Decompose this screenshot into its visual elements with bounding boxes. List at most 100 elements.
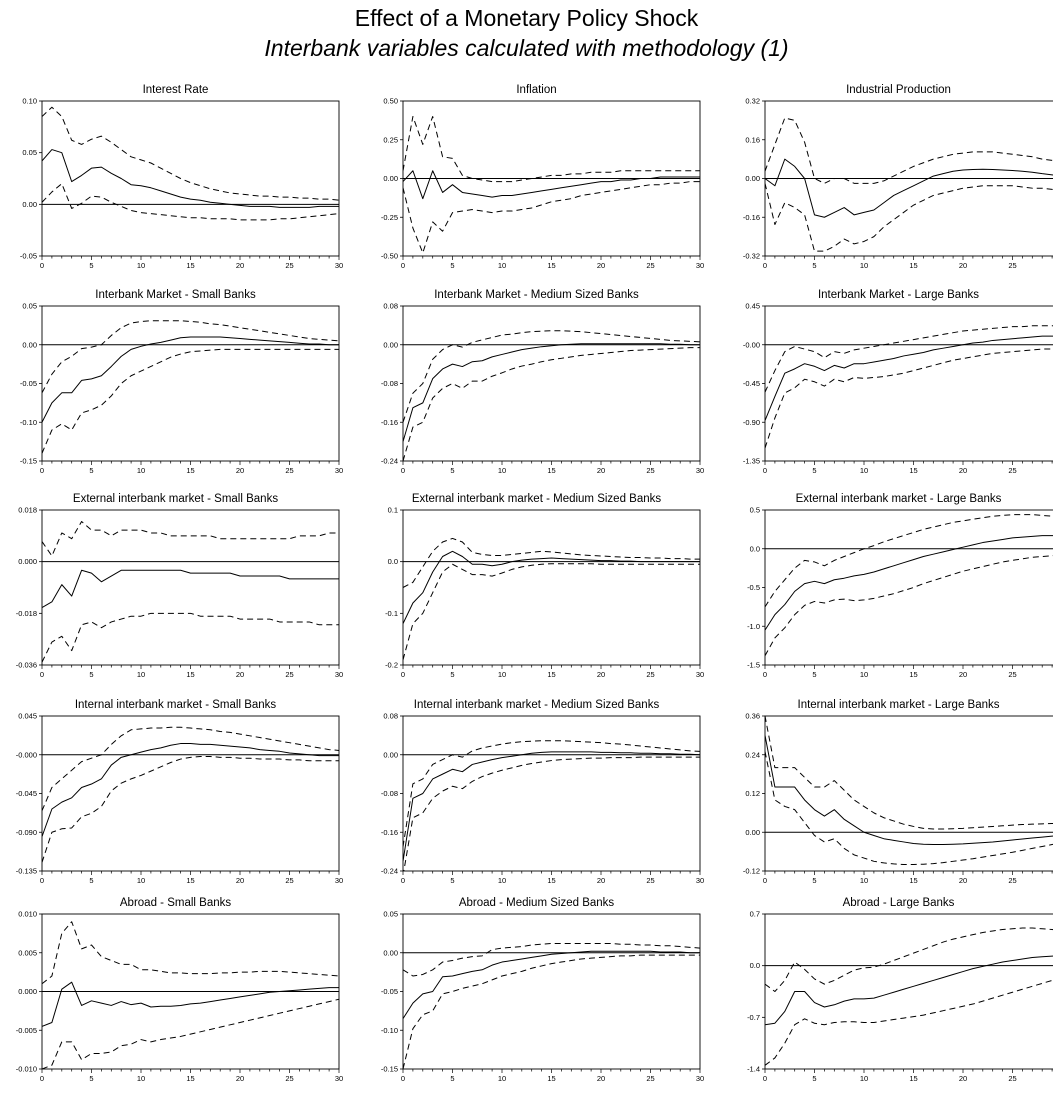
x-tick-label: 10: [860, 466, 868, 475]
y-tick-label: -0.10: [20, 418, 37, 427]
chart-panel: Interest Rate 0.10 0.05 0.00 -0.05 0 5 10 15 20 25…: [0, 84, 351, 280]
plot-frame: [41, 715, 340, 872]
y-tick-label: 0.00: [745, 174, 760, 183]
impulse-response-line: [765, 535, 1053, 631]
y-tick-label: -0.005: [16, 1026, 37, 1035]
y-tick-label: -0.05: [20, 379, 37, 388]
x-tick-label: 15: [547, 876, 555, 885]
x-tick-label: 15: [186, 876, 194, 885]
y-tick-label: 0.0: [750, 961, 760, 970]
chart-svg: 0.05 0.00 -0.05 -0.10 -0.150 5 10 15 20 25 30: [20, 302, 343, 476]
y-tick-label: -0.16: [381, 828, 398, 837]
x-tick-label: 15: [186, 466, 194, 475]
chart-svg: 0.360.240.120.00-0.12051015202530: [743, 712, 1053, 885]
figure-subtitle: Interbank variables calculated with meth…: [264, 35, 789, 61]
x-tick-label: 30: [335, 261, 343, 270]
confidence-band-line: [403, 563, 700, 660]
x-tick-label: 5: [89, 261, 93, 270]
x-tick-label: 5: [89, 670, 93, 679]
chart-panel: Abroad - Large Banks 0.7 0.0 -0.7 -1.4 0 5 10 15…: [723, 897, 1053, 1093]
x-tick-label: 30: [696, 466, 704, 475]
impulse-response-line: [403, 170, 700, 200]
y-tick-label: -1.35: [743, 457, 760, 466]
y-tick-label: 0.05: [22, 302, 37, 311]
impulse-response-line: [42, 149, 339, 208]
y-tick-label: -0.08: [381, 789, 398, 798]
x-tick-label: 15: [186, 670, 194, 679]
confidence-band-line: [403, 942, 700, 977]
chart-panel: Abroad - Medium Sized Banks 0.05 0.00 -0.05…: [361, 897, 712, 1093]
y-tick-label: -0.5: [747, 583, 760, 592]
panel-title: Interbank Market - Large Banks: [817, 289, 980, 301]
x-tick-label: 10: [137, 670, 145, 679]
x-tick-label: 30: [696, 261, 704, 270]
confidence-band-line: [403, 347, 700, 461]
plot-frame: [402, 509, 701, 666]
confidence-band-line: [42, 106, 339, 201]
y-tick-label: -0.2: [385, 661, 398, 670]
confidence-band-line: [403, 181, 700, 254]
plot-frame: [764, 305, 1053, 462]
x-tick-label: 20: [959, 466, 967, 475]
x-tick-label: 0: [763, 670, 767, 679]
x-tick-label: 20: [959, 1074, 967, 1083]
chart-panel: Interbank Market - Medium Sized Banks 0.0…: [361, 289, 712, 485]
x-tick-label: 5: [450, 466, 454, 475]
x-tick-label: 30: [335, 466, 343, 475]
figure-title: Effect of a Monetary Policy Shock: [354, 5, 699, 31]
y-tick-label: -0.12: [743, 867, 760, 876]
confidence-band-line: [42, 921, 339, 985]
confidence-band-line: [42, 998, 339, 1069]
x-tick-label: 20: [959, 670, 967, 679]
confidence-band-line: [42, 348, 339, 454]
x-tick-label: 10: [498, 670, 506, 679]
x-tick-label: 20: [236, 670, 244, 679]
panel-title: Internal interbank market - Small Banks: [74, 699, 277, 711]
y-tick-label: 0.25: [383, 135, 398, 144]
x-tick-label: 10: [137, 1074, 145, 1083]
y-tick-label: 0.05: [383, 910, 398, 919]
confidence-band-line: [765, 117, 1053, 184]
chart-panel: Interbank Market - Large Banks 0.45 -0.00 -…: [723, 289, 1053, 485]
y-tick-label: -0.018: [16, 609, 37, 618]
chart-panel: Industrial Production 0.32 0.16 0.00 -0.16 -0…: [723, 84, 1053, 280]
y-tick-label: 0.5: [750, 506, 760, 515]
chart-svg: 0.320.160.00-0.16-0.32051015202530: [743, 97, 1053, 270]
x-tick-label: 20: [597, 466, 605, 475]
y-tick-label: 0.00: [383, 750, 398, 759]
impulse-response-line: [403, 550, 700, 624]
chart-panel: External interbank market - Small Banks 0…: [0, 493, 351, 689]
y-tick-label: -0.24: [381, 457, 398, 466]
y-tick-label: -0.090: [16, 828, 37, 837]
y-tick-label: -0.45: [743, 379, 760, 388]
y-tick-label: 0.08: [383, 712, 398, 721]
confidence-band-line: [765, 716, 1053, 830]
chart-panel: External interbank market - Large Banks 0…: [723, 493, 1053, 689]
chart-panel: Abroad - Small Banks 0.010 0.005 0.000 -0.00…: [0, 897, 351, 1093]
y-tick-label: -0.10: [381, 1026, 398, 1035]
panel-title: Industrial Production: [846, 84, 951, 96]
x-tick-label: 25: [285, 670, 293, 679]
confidence-band-line: [403, 954, 700, 1069]
x-tick-label: 0: [763, 1074, 767, 1083]
x-tick-label: 15: [909, 466, 917, 475]
plot-frame: [764, 509, 1053, 666]
confidence-band-line: [765, 979, 1053, 1066]
chart-svg: 0.08 0.00 -0.08 -0.16 -0.240 5 10 15 20 25 30: [381, 302, 704, 476]
x-tick-label: 25: [1008, 261, 1016, 270]
impulse-response-line: [42, 743, 339, 837]
x-tick-label: 15: [547, 466, 555, 475]
impulse-response-line: [42, 569, 339, 609]
impulse-response-line: [403, 751, 700, 862]
x-tick-label: 5: [450, 261, 454, 270]
y-tick-label: 0.00: [383, 948, 398, 957]
panel-title: Interbank Market - Medium Sized Banks: [434, 289, 639, 301]
panel-title: External interbank market - Large Banks: [795, 493, 1002, 505]
x-tick-label: 10: [498, 1074, 506, 1083]
x-tick-label: 10: [498, 261, 506, 270]
